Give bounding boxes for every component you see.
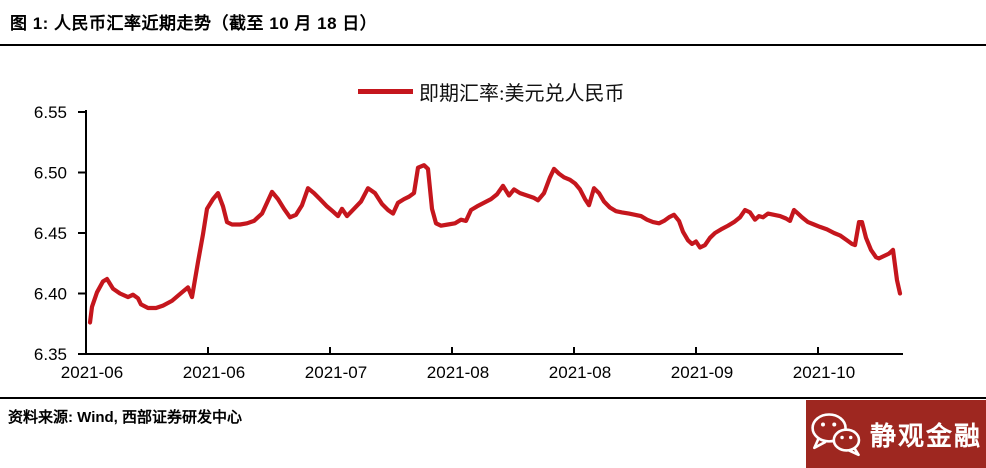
wechat-icon	[811, 413, 861, 457]
y-tick-label: 6.55	[34, 103, 67, 122]
figure-title: 图 1: 人民币汇率近期走势（截至 10 月 18 日）	[10, 14, 378, 33]
y-tick-label: 6.45	[34, 224, 67, 243]
x-tick-label: 2021-07	[305, 363, 367, 382]
x-tick-label: 2021-10	[793, 363, 855, 382]
y-tick-label: 6.40	[34, 285, 67, 304]
x-tick-label: 2021-06	[61, 363, 123, 382]
x-tick-label: 2021-06	[183, 363, 245, 382]
y-tick-label: 6.35	[34, 345, 67, 364]
wechat-banner: 静观金融	[806, 400, 986, 468]
legend-line-swatch	[358, 88, 413, 94]
chart-legend: 即期汇率:美元兑人民币	[358, 78, 625, 105]
bottom-divider	[0, 397, 986, 399]
series-line	[87, 163, 903, 325]
top-divider	[0, 44, 986, 46]
logo-text: 静观金融	[869, 420, 982, 451]
x-tick-label: 2021-09	[671, 363, 733, 382]
x-tick-label: 2021-08	[427, 363, 489, 382]
y-tick-label: 6.50	[34, 164, 67, 183]
x-tick-label: 2021-08	[549, 363, 611, 382]
source-note: 资料来源: Wind, 西部证券研发中心	[8, 409, 243, 426]
legend-label: 即期汇率:美元兑人民币	[419, 82, 625, 105]
